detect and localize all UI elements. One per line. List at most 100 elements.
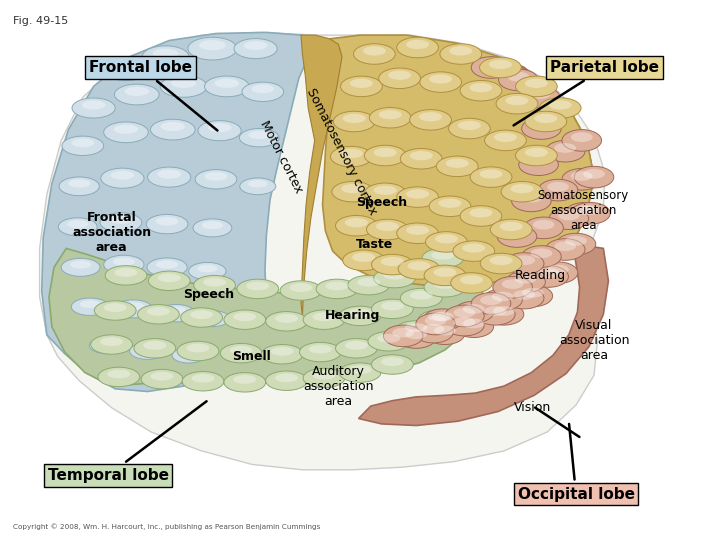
Ellipse shape (547, 182, 569, 192)
Ellipse shape (549, 100, 572, 110)
Ellipse shape (525, 79, 548, 88)
Polygon shape (359, 58, 608, 426)
Ellipse shape (343, 114, 366, 123)
Ellipse shape (410, 151, 433, 160)
Ellipse shape (431, 251, 454, 260)
Ellipse shape (113, 258, 135, 266)
Ellipse shape (146, 214, 188, 234)
Ellipse shape (208, 123, 232, 132)
Ellipse shape (522, 118, 562, 139)
Ellipse shape (435, 234, 458, 244)
Ellipse shape (504, 287, 544, 309)
Ellipse shape (100, 337, 123, 346)
Ellipse shape (325, 281, 348, 291)
Ellipse shape (374, 268, 415, 288)
Ellipse shape (237, 279, 279, 299)
Ellipse shape (413, 321, 454, 343)
Ellipse shape (195, 170, 237, 189)
Ellipse shape (521, 86, 560, 108)
Ellipse shape (398, 259, 440, 279)
Ellipse shape (424, 278, 466, 297)
Ellipse shape (463, 319, 485, 328)
Text: Vision: Vision (514, 401, 552, 414)
Ellipse shape (194, 275, 235, 295)
Ellipse shape (348, 365, 372, 374)
Ellipse shape (454, 308, 475, 318)
Ellipse shape (388, 71, 411, 80)
Ellipse shape (498, 69, 538, 91)
Polygon shape (301, 35, 342, 316)
Ellipse shape (583, 169, 605, 179)
Ellipse shape (372, 254, 413, 275)
Ellipse shape (181, 308, 222, 327)
Ellipse shape (424, 265, 466, 286)
Ellipse shape (156, 260, 178, 269)
Ellipse shape (261, 345, 303, 364)
Ellipse shape (454, 316, 494, 338)
Text: Somatosensory cortex: Somatosensory cortex (305, 86, 379, 217)
Ellipse shape (300, 342, 341, 362)
Ellipse shape (480, 57, 521, 78)
Ellipse shape (554, 241, 576, 251)
Ellipse shape (166, 307, 186, 314)
Ellipse shape (440, 44, 482, 64)
Ellipse shape (67, 220, 89, 228)
Polygon shape (42, 32, 315, 392)
Ellipse shape (186, 344, 210, 353)
Ellipse shape (179, 349, 198, 356)
Ellipse shape (316, 279, 358, 299)
Ellipse shape (534, 114, 557, 123)
Ellipse shape (114, 125, 138, 134)
Ellipse shape (80, 300, 100, 308)
Ellipse shape (462, 244, 485, 253)
Ellipse shape (125, 87, 149, 96)
Ellipse shape (363, 46, 386, 56)
Ellipse shape (505, 96, 528, 105)
Text: Frontal lobe: Frontal lobe (89, 60, 217, 131)
Ellipse shape (485, 130, 526, 151)
Ellipse shape (539, 98, 581, 118)
Ellipse shape (341, 184, 364, 193)
Ellipse shape (248, 131, 270, 139)
Ellipse shape (454, 317, 475, 327)
Ellipse shape (565, 236, 587, 246)
Ellipse shape (423, 309, 463, 330)
Ellipse shape (571, 171, 593, 181)
Ellipse shape (341, 76, 382, 97)
Ellipse shape (513, 285, 552, 307)
Ellipse shape (562, 168, 601, 190)
Ellipse shape (354, 44, 395, 64)
Ellipse shape (158, 273, 181, 282)
Ellipse shape (203, 278, 226, 287)
Ellipse shape (312, 370, 336, 380)
Ellipse shape (107, 369, 130, 379)
Ellipse shape (68, 179, 90, 188)
Text: Temporal lobe: Temporal lobe (48, 401, 207, 483)
Ellipse shape (410, 291, 433, 300)
Ellipse shape (492, 276, 532, 298)
Text: Speech: Speech (356, 196, 408, 209)
Ellipse shape (434, 326, 456, 335)
Ellipse shape (172, 348, 205, 363)
Ellipse shape (410, 110, 451, 130)
Ellipse shape (480, 253, 522, 274)
Ellipse shape (193, 219, 232, 237)
Ellipse shape (515, 274, 536, 284)
Ellipse shape (266, 371, 307, 390)
Ellipse shape (502, 279, 523, 289)
Ellipse shape (525, 111, 567, 132)
Ellipse shape (111, 171, 134, 180)
Ellipse shape (490, 219, 532, 240)
Ellipse shape (114, 63, 138, 72)
Ellipse shape (122, 302, 144, 310)
Ellipse shape (565, 202, 604, 224)
Ellipse shape (539, 179, 577, 201)
Ellipse shape (475, 303, 516, 325)
Ellipse shape (396, 327, 436, 348)
Ellipse shape (309, 345, 332, 354)
Ellipse shape (343, 250, 384, 271)
Ellipse shape (493, 306, 515, 316)
Text: Occipital lobe: Occipital lobe (518, 424, 634, 502)
Ellipse shape (525, 148, 548, 157)
Ellipse shape (182, 372, 224, 391)
